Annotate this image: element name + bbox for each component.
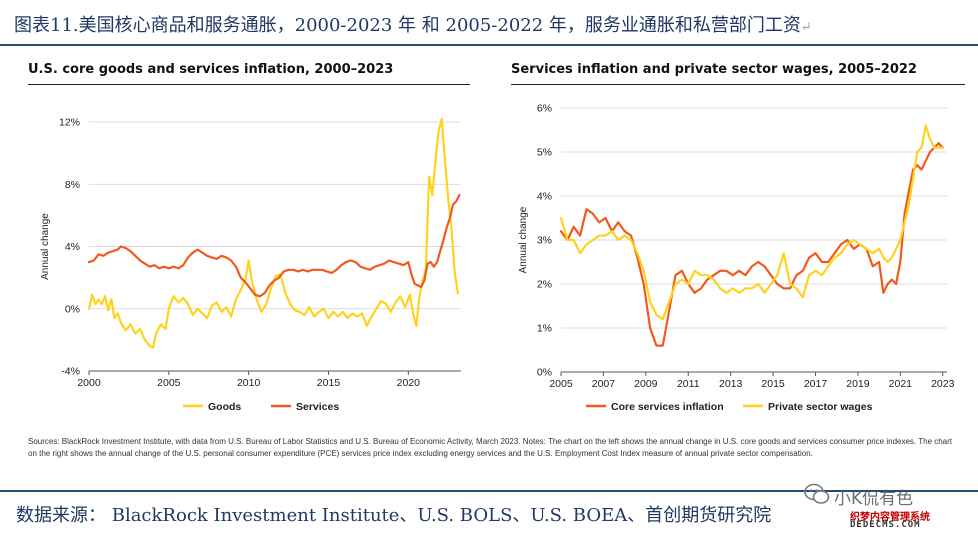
y-axis-title: Annual change <box>40 213 51 280</box>
footer-rule <box>0 490 978 492</box>
legend-label: Core services inflation <box>611 401 724 413</box>
x-tick-label: 2013 <box>719 378 743 390</box>
x-tick-label: 2007 <box>592 378 616 390</box>
y-tick-label: 3% <box>537 235 552 247</box>
figure-caption-text: 图表11.美国核心商品和服务通胀，2000-2023 年 和 2005-2022… <box>14 15 801 36</box>
x-tick-label: 2015 <box>317 377 341 389</box>
left-chart-title: U.S. core goods and services inflation, … <box>28 62 394 77</box>
y-tick-label: 6% <box>537 103 552 115</box>
x-tick-label: 2021 <box>889 378 913 390</box>
x-tick-label: 2000 <box>77 377 101 389</box>
x-tick-label: 2015 <box>761 378 785 390</box>
watermark: 小K侃有色 织梦内容管理系统 DEDECMS.COM <box>800 478 978 535</box>
y-tick-label: 12% <box>59 117 80 129</box>
y-tick-label: 0% <box>537 367 552 379</box>
y-tick-label: -4% <box>61 366 80 378</box>
series-line-core-services-inflation <box>559 142 944 347</box>
series-line-services <box>87 194 461 298</box>
y-axis-title: Annual change <box>518 206 529 273</box>
series-line-goods <box>87 117 459 349</box>
y-tick-label: 2% <box>537 279 552 291</box>
y-tick-label: 4% <box>65 241 80 253</box>
right-chart: 0% 1% 2% 3% 4% 5% 6% 2005 2007 2009 2011 2013 2015 20… <box>518 103 955 414</box>
x-tick-label: 2017 <box>804 378 828 390</box>
x-tick-label: 2005 <box>157 377 181 389</box>
left-chart-title-rule <box>28 84 470 85</box>
x-tick-label: 2019 <box>846 378 870 390</box>
sources-note: Sources: BlackRock Investment Institute,… <box>28 437 953 458</box>
legend-label: Private sector wages <box>768 401 873 413</box>
x-tick-label: 2020 <box>397 377 421 389</box>
left-chart: -4% 0% 4% 8% 12% 2000 2005 2010 2015 2020 Annual c… <box>40 117 461 413</box>
figure-caption: 图表11.美国核心商品和服务通胀，2000-2023 年 和 2005-2022… <box>14 11 812 37</box>
watermark-name: 小K侃有色 <box>834 489 914 509</box>
legend-label: Services <box>296 401 339 413</box>
right-chart-title-rule <box>511 84 965 85</box>
watermark-site: 织梦内容管理系统 <box>850 512 930 523</box>
x-tick-label: 2011 <box>677 378 700 390</box>
data-source-footer: 数据来源： BlackRock Investment Institute、U.S… <box>16 505 772 526</box>
legend-label: Goods <box>208 401 241 413</box>
y-tick-label: 1% <box>537 323 552 335</box>
x-tick-label: 2005 <box>549 378 573 390</box>
x-tick-label: 2023 <box>931 378 955 390</box>
wechat-icon <box>804 483 830 504</box>
report-header: 图表11.美国核心商品和服务通胀，2000-2023 年 和 2005-2022… <box>0 0 978 46</box>
y-tick-label: 5% <box>537 147 552 159</box>
x-tick-label: 2010 <box>237 377 261 389</box>
right-chart-title: Services inflation and private sector wa… <box>511 62 917 77</box>
y-tick-label: 0% <box>65 303 80 315</box>
return-mark: ↵ <box>800 20 812 35</box>
watermark-url: DEDECMS.COM <box>850 520 921 530</box>
y-tick-label: 4% <box>537 191 552 203</box>
x-tick-label: 2009 <box>634 378 658 390</box>
series-line-private-sector-wages <box>559 124 944 321</box>
y-tick-label: 8% <box>65 179 80 191</box>
